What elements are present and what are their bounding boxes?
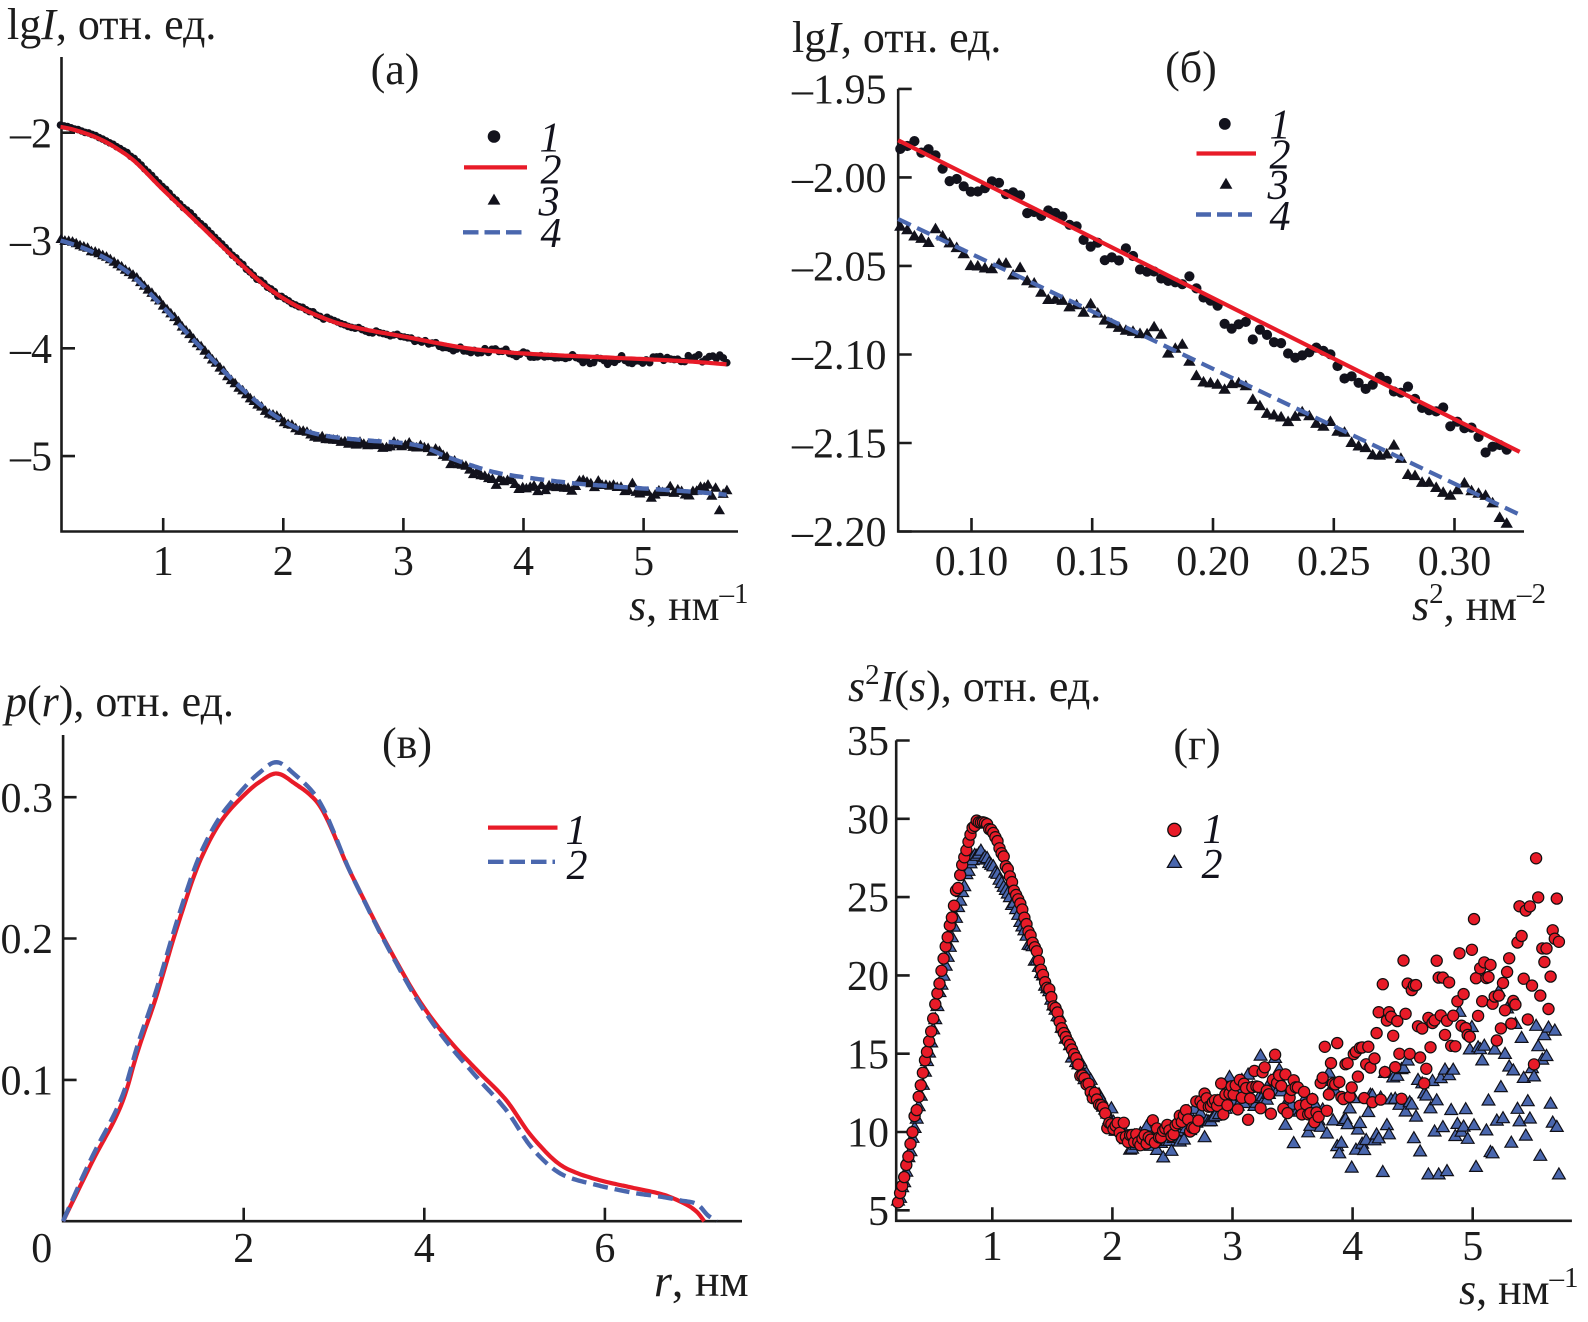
svg-text:2: 2 [1202,842,1223,888]
svg-text:0.1: 0.1 [1,1059,54,1105]
svg-text:–5: –5 [9,435,52,481]
svg-text:30: 30 [847,797,889,843]
svg-text:–1.95: –1.95 [791,68,887,114]
svg-text:3: 3 [538,180,560,226]
svg-text:–3: –3 [9,219,52,265]
svg-text:1: 1 [982,1224,1003,1270]
svg-text:lgI, отн. ед.: lgI, отн. ед. [7,0,216,49]
svg-text:0.10: 0.10 [935,539,1009,585]
svg-text:6: 6 [594,1226,615,1272]
svg-text:r, нм: r, нм [654,1255,749,1306]
svg-text:3: 3 [1222,1224,1243,1270]
svg-text:2: 2 [233,1226,254,1272]
svg-text:1: 1 [540,116,561,162]
svg-text:p(r), отн. ед.: p(r), отн. ед. [2,677,234,726]
svg-text:10: 10 [847,1111,889,1157]
svg-text:5: 5 [633,539,654,585]
svg-text:2: 2 [567,843,588,889]
svg-text:–2: –2 [9,111,52,157]
svg-text:1: 1 [566,808,587,854]
svg-text:–2.00: –2.00 [791,156,887,202]
svg-text:0.2: 0.2 [1,917,54,963]
svg-text:2: 2 [1102,1224,1123,1270]
svg-text:0.15: 0.15 [1055,539,1129,585]
svg-text:4: 4 [541,211,562,257]
svg-text:5: 5 [868,1189,889,1235]
svg-text:s2I(s), отн. ед.: s2I(s), отн. ед. [848,659,1101,711]
svg-text:0.3: 0.3 [1,776,54,822]
svg-text:s2, нм–2: s2, нм–2 [1412,578,1546,630]
svg-text:25: 25 [847,876,889,922]
svg-text:(г): (г) [1173,720,1220,769]
svg-text:0.30: 0.30 [1418,539,1492,585]
svg-text:(б): (б) [1165,43,1217,92]
svg-text:1: 1 [153,539,174,585]
svg-text:–2.20: –2.20 [791,510,887,556]
svg-text:15: 15 [847,1032,889,1078]
svg-text:(а): (а) [371,45,420,94]
svg-text:–4: –4 [9,327,52,373]
svg-text:4: 4 [1270,194,1291,240]
svg-text:0.25: 0.25 [1297,539,1371,585]
svg-text:lgI, отн. ед.: lgI, отн. ед. [792,13,1001,62]
svg-text:2: 2 [273,539,294,585]
svg-text:3: 3 [393,539,414,585]
svg-text:35: 35 [847,719,889,765]
svg-text:2: 2 [541,148,562,194]
svg-text:(в): (в) [382,719,432,768]
svg-text:1: 1 [1203,807,1224,853]
svg-text:20: 20 [847,954,889,1000]
svg-text:–2.15: –2.15 [791,422,887,468]
svg-text:–2.10: –2.10 [791,333,887,379]
svg-text:5: 5 [1462,1224,1483,1270]
svg-text:1: 1 [1270,103,1291,149]
svg-text:4: 4 [1342,1224,1363,1270]
svg-text:2: 2 [1270,133,1291,179]
svg-text:4: 4 [414,1226,435,1272]
svg-text:–2.05: –2.05 [791,245,887,291]
svg-text:0: 0 [31,1226,52,1272]
svg-text:0.20: 0.20 [1176,539,1250,585]
svg-text:3: 3 [1267,163,1289,209]
svg-text:4: 4 [513,539,534,585]
